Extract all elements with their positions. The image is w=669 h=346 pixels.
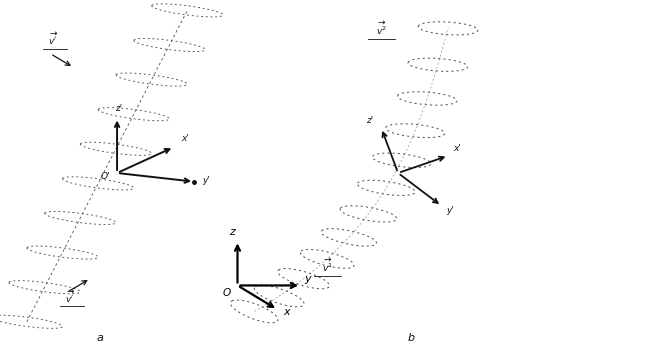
Text: x: x: [283, 307, 290, 317]
Text: y': y': [203, 176, 211, 185]
Text: y': y': [446, 206, 454, 215]
Text: O': O': [100, 172, 110, 181]
Text: z': z': [366, 116, 373, 125]
Text: $\overrightarrow{v'}$: $\overrightarrow{v'}$: [65, 289, 76, 305]
Text: a: a: [97, 333, 104, 343]
Text: $\overrightarrow{v^2}$: $\overrightarrow{v^2}$: [376, 19, 387, 37]
Text: b: b: [408, 333, 415, 343]
Text: $\overrightarrow{v'}$: $\overrightarrow{v'}$: [48, 31, 59, 47]
Text: $\overrightarrow{v^1}$: $\overrightarrow{v^1}$: [322, 256, 333, 274]
Text: z: z: [229, 227, 235, 237]
Text: O: O: [223, 288, 231, 298]
Text: x': x': [453, 144, 461, 153]
Text: y: y: [304, 274, 311, 284]
Text: z': z': [115, 104, 122, 113]
Text: x': x': [181, 134, 189, 143]
